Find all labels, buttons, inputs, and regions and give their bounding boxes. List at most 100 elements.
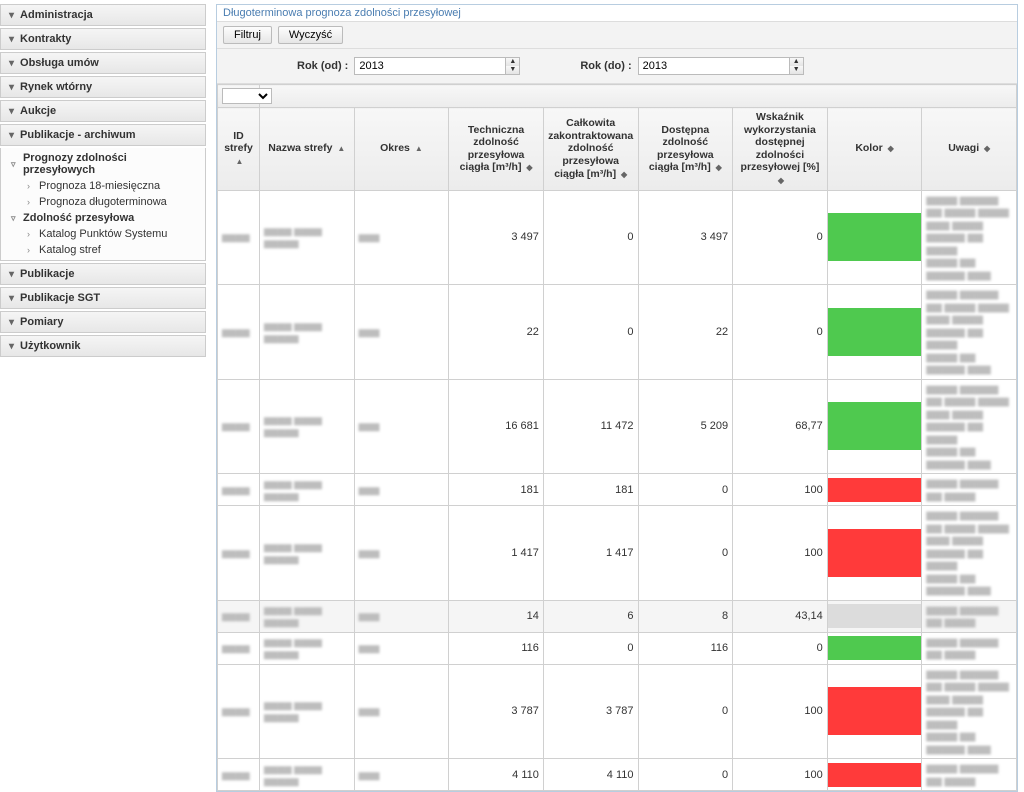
cell-uwagi: ▆▆▆▆ ▆▆▆▆▆ ▆▆ ▆▆▆▆ ▆▆▆▆▆▆▆ ▆▆▆▆ ▆▆▆▆▆ ▆▆…	[922, 379, 1017, 474]
cell-kolor	[827, 285, 922, 380]
column-label: Dostępna zdolność przesyłowa ciągła [m³/…	[649, 124, 714, 174]
forecast-panel: Długoterminowa prognoza zdolności przesy…	[216, 4, 1018, 792]
cell-uwagi: ▆▆▆▆ ▆▆▆▆▆ ▆▆ ▆▆▆▆	[922, 632, 1017, 664]
sidebar: ▾Administracja▾Kontrakty▾Obsługa umów▾Ry…	[0, 4, 206, 792]
sidebar-item[interactable]: ▾Aukcje	[0, 100, 206, 122]
chevron-icon: ▾	[9, 106, 14, 117]
cell-kolor	[827, 664, 922, 759]
sort-icon: ◆	[888, 144, 894, 153]
sidebar-label: Rynek wtórny	[20, 81, 92, 93]
column-header[interactable]: Nazwa strefy ▲	[260, 108, 355, 191]
cell-tech: 3 497	[449, 190, 544, 285]
chevron-icon: ▾	[9, 130, 14, 141]
cell-kontrakt: 11 472	[543, 379, 638, 474]
sidebar-subitem[interactable]: ›Katalog Punktów Systemu	[1, 226, 205, 242]
cell-kolor	[827, 506, 922, 601]
sidebar-subitem-label: Prognozy zdolności przesyłowych	[23, 152, 201, 176]
spin-up-icon[interactable]: ▲	[790, 58, 803, 66]
clear-button[interactable]: Wyczyść	[278, 26, 343, 44]
table-row: ▆▆▆▆▆▆▆▆ ▆▆▆▆▆▆▆▆▆▆▆▆16 68111 4725 20968…	[218, 379, 1017, 474]
chevron-icon: ▾	[9, 317, 14, 328]
sidebar-label: Użytkownik	[20, 340, 81, 352]
cell-dostepna: 0	[638, 474, 733, 506]
column-header[interactable]: Techniczna zdolność przesyłowa ciągła [m…	[449, 108, 544, 191]
cell-kolor	[827, 759, 922, 791]
cell-tech: 1 417	[449, 506, 544, 601]
cell-id: ▆▆▆▆	[218, 759, 260, 791]
cell-dostepna: 8	[638, 600, 733, 632]
cell-tech: 116	[449, 632, 544, 664]
sort-icon: ◆	[778, 176, 784, 185]
filter-button[interactable]: Filtruj	[223, 26, 272, 44]
sort-icon: ◆	[621, 170, 627, 179]
sidebar-subitem[interactable]: ›Prognoza 18-miesięczna	[1, 178, 205, 194]
sidebar-subitem[interactable]: ›Prognoza długoterminowa	[1, 194, 205, 210]
year-to-input[interactable]	[639, 58, 789, 74]
sidebar-label: Kontrakty	[20, 33, 71, 45]
cell-wskaznik: 0	[733, 285, 828, 380]
cell-uwagi: ▆▆▆▆ ▆▆▆▆▆ ▆▆ ▆▆▆▆ ▆▆▆▆▆▆▆ ▆▆▆▆ ▆▆▆▆▆ ▆▆…	[922, 190, 1017, 285]
sidebar-item[interactable]: ▾Publikacje - archiwum	[0, 124, 206, 146]
sidebar-subitem[interactable]: ›Katalog stref	[1, 242, 205, 258]
cell-okres: ▆▆▆	[354, 285, 449, 380]
cell-okres: ▆▆▆	[354, 664, 449, 759]
sidebar-subtree: ▿Prognozy zdolności przesyłowych›Prognoz…	[0, 148, 206, 261]
cell-nazwa: ▆▆▆▆ ▆▆▆▆▆▆▆▆▆	[260, 632, 355, 664]
cell-id: ▆▆▆▆	[218, 664, 260, 759]
cell-okres: ▆▆▆	[354, 190, 449, 285]
sidebar-subitem[interactable]: ▿Prognozy zdolności przesyłowych	[1, 150, 205, 178]
cell-nazwa: ▆▆▆▆ ▆▆▆▆▆▆▆▆▆	[260, 285, 355, 380]
year-from-input[interactable]	[355, 58, 505, 74]
column-header[interactable]: ID strefy ▲	[218, 108, 260, 191]
cell-kontrakt: 0	[543, 190, 638, 285]
column-header[interactable]: Uwagi ◆	[922, 108, 1017, 191]
sidebar-item[interactable]: ▾Rynek wtórny	[0, 76, 206, 98]
cell-kolor	[827, 379, 922, 474]
sidebar-item[interactable]: ▾Obsługa umów	[0, 52, 206, 74]
sidebar-subitem[interactable]: ▿Zdolność przesyłowa	[1, 210, 205, 226]
table-row: ▆▆▆▆▆▆▆▆ ▆▆▆▆▆▆▆▆▆▆▆▆11601160▆▆▆▆ ▆▆▆▆▆ …	[218, 632, 1017, 664]
spin-up-icon[interactable]: ▲	[506, 58, 519, 66]
column-header[interactable]: Kolor ◆	[827, 108, 922, 191]
sidebar-item[interactable]: ▾Publikacje SGT	[0, 287, 206, 309]
year-to-spinner[interactable]: ▲▼	[638, 57, 804, 75]
table-row: ▆▆▆▆▆▆▆▆ ▆▆▆▆▆▆▆▆▆▆▆▆3 49703 4970▆▆▆▆ ▆▆…	[218, 190, 1017, 285]
sidebar-item[interactable]: ▾Użytkownik	[0, 335, 206, 357]
cell-tech: 181	[449, 474, 544, 506]
sort-icon: ▲	[337, 144, 345, 153]
cell-kolor	[827, 600, 922, 632]
sidebar-item[interactable]: ▾ Publikacje	[0, 263, 206, 285]
sidebar-subitem-label: Zdolność przesyłowa	[23, 212, 134, 224]
cell-nazwa: ▆▆▆▆ ▆▆▆▆▆▆▆▆▆	[260, 600, 355, 632]
column-header[interactable]: Okres ▲	[354, 108, 449, 191]
chevron-icon: ▾	[9, 269, 14, 280]
table-row: ▆▆▆▆▆▆▆▆ ▆▆▆▆▆▆▆▆▆▆▆▆1 4171 4170100▆▆▆▆ …	[218, 506, 1017, 601]
cell-id: ▆▆▆▆	[218, 474, 260, 506]
sidebar-item[interactable]: ▾Pomiary	[0, 311, 206, 333]
column-header[interactable]: Całkowita zakontraktowana zdolność przes…	[543, 108, 638, 191]
cell-wskaznik: 100	[733, 664, 828, 759]
cell-uwagi: ▆▆▆▆ ▆▆▆▆▆ ▆▆ ▆▆▆▆	[922, 759, 1017, 791]
column-label: Wskaźnik wykorzystania dostępnej zdolnoś…	[741, 111, 820, 173]
cell-tech: 4 110	[449, 759, 544, 791]
column-label: Techniczna zdolność przesyłowa ciągła [m…	[460, 124, 525, 174]
cell-wskaznik: 0	[733, 190, 828, 285]
page-select[interactable]	[222, 88, 272, 104]
sidebar-label: Administracja	[20, 9, 93, 21]
sidebar-item[interactable]: ▾Kontrakty	[0, 28, 206, 50]
column-header[interactable]: Dostępna zdolność przesyłowa ciągła [m³/…	[638, 108, 733, 191]
cell-kontrakt: 3 787	[543, 664, 638, 759]
cell-okres: ▆▆▆	[354, 474, 449, 506]
spin-down-icon[interactable]: ▼	[506, 66, 519, 74]
sidebar-label: Publikacje	[20, 268, 74, 280]
year-from-spinner[interactable]: ▲▼	[354, 57, 520, 75]
column-header[interactable]: Wskaźnik wykorzystania dostępnej zdolnoś…	[733, 108, 828, 191]
spin-down-icon[interactable]: ▼	[790, 66, 803, 74]
cell-kontrakt: 1 417	[543, 506, 638, 601]
sidebar-item[interactable]: ▾Administracja	[0, 4, 206, 26]
cell-okres: ▆▆▆	[354, 632, 449, 664]
column-label: Uwagi	[948, 142, 979, 154]
chevron-icon: ▾	[9, 58, 14, 69]
cell-wskaznik: 68,77	[733, 379, 828, 474]
cell-tech: 16 681	[449, 379, 544, 474]
